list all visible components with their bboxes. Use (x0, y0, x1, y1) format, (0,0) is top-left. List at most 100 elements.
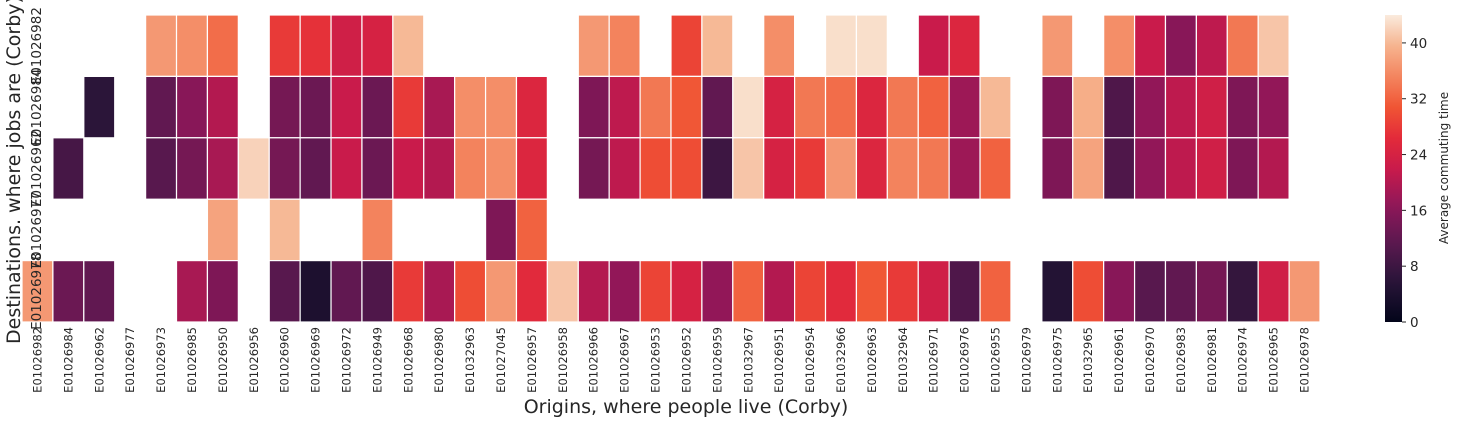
x-tick-label: E01026952 (679, 327, 693, 393)
heatmap-cell (330, 260, 363, 323)
heatmap-cell (52, 260, 85, 323)
heatmap-cell (577, 14, 610, 78)
heatmap-cell (948, 14, 981, 78)
heatmap-cell (948, 137, 981, 200)
heatmap-cell (1072, 137, 1105, 200)
heatmap-cell (206, 260, 239, 323)
x-tick-label: E01026951 (772, 327, 786, 393)
heatmap-cell (206, 137, 239, 200)
x-tick-label: E01026967 (618, 327, 632, 393)
heatmap-cell (948, 75, 981, 139)
x-tick-label: E01026969 (309, 327, 323, 393)
heatmap-cell (484, 198, 518, 262)
heatmap-cell (145, 75, 178, 139)
y-tick-label: E01026982 (29, 7, 45, 84)
heatmap-cell (917, 137, 950, 200)
heatmap-cell (361, 260, 394, 323)
heatmap-cell (361, 198, 394, 262)
heatmap-cell (886, 137, 919, 200)
heatmap-cell (392, 137, 425, 200)
heatmap-cell (701, 75, 734, 139)
heatmap-cell (1133, 14, 1167, 78)
heatmap-cell (608, 14, 641, 78)
heatmap-cell (268, 75, 301, 139)
colorbar-tick-label: 0 (1410, 315, 1419, 331)
colorbar-ticks: 0 8 16 24 32 40 (1402, 36, 1427, 331)
x-tick-label: E01026953 (649, 327, 663, 393)
heatmap-cell (1103, 75, 1136, 139)
heatmap-cell (299, 14, 332, 78)
x-tick-label: E01027045 (494, 327, 508, 393)
x-tick-label: E01026963 (865, 327, 879, 393)
x-tick-label: E01026961 (1112, 327, 1126, 393)
heatmap-cell (948, 260, 981, 323)
y-tick-label: E01026962 (29, 130, 45, 207)
heatmap-cell (794, 137, 827, 200)
x-tick-label: E01026972 (340, 327, 354, 393)
x-tick-label: E01026960 (278, 327, 292, 393)
heatmap-cell (732, 137, 765, 200)
heatmap-cell (979, 137, 1012, 200)
heatmap-cell (1103, 137, 1136, 200)
heatmap-cell (1133, 137, 1167, 200)
x-tick-label: E01026956 (247, 327, 261, 393)
heatmap-cell (886, 260, 919, 323)
heatmap-cell (1226, 14, 1259, 78)
heatmap-cell (979, 260, 1012, 323)
heatmap-cell (917, 75, 950, 139)
heatmap-cell (175, 260, 209, 323)
x-tick-label: E01026968 (401, 327, 415, 393)
heatmap-cell (515, 75, 548, 139)
colorbar-tick-label: 40 (1410, 36, 1427, 52)
y-axis-label: Destinations. where jobs are (Corby) (3, 0, 25, 344)
heatmap-cell (299, 75, 332, 139)
heatmap-cell (824, 260, 858, 323)
heatmap-cell (206, 75, 239, 139)
heatmap-cell (1041, 137, 1074, 200)
heatmap-cell (577, 137, 610, 200)
heatmap-cell (268, 137, 301, 200)
heatmap-cell (1041, 75, 1074, 139)
heatmap-cell (206, 14, 239, 78)
heatmap-cell (175, 14, 209, 78)
heatmap-cell (515, 260, 548, 323)
heatmap-cell (608, 260, 641, 323)
y-tick-label: E01026984 (29, 68, 45, 145)
heatmap-cell (330, 137, 363, 200)
heatmap-cell (392, 75, 425, 139)
heatmap-cell (1257, 14, 1290, 78)
heatmap-cell (763, 137, 796, 200)
colorbar-tick-label: 8 (1410, 259, 1419, 275)
heatmap-cell (454, 75, 487, 139)
x-tick-label: E01026957 (525, 327, 539, 393)
heatmap-cell (670, 14, 703, 78)
heatmap-cell (1195, 14, 1228, 78)
heatmap-cell (1226, 260, 1259, 323)
heatmap-cell (639, 75, 672, 139)
heatmap-cell (1195, 260, 1228, 323)
x-tick-label: E01026980 (432, 327, 446, 393)
heatmap-cell (732, 75, 765, 139)
heatmap-cell (1072, 75, 1105, 139)
heatmap-cell (824, 137, 858, 200)
heatmap-cell (639, 260, 672, 323)
heatmap-cell (21, 260, 54, 323)
heatmap-cell (206, 198, 239, 262)
heatmap-cell (454, 260, 487, 323)
x-tick-label: E01026973 (154, 327, 168, 393)
heatmap-cell (1041, 260, 1074, 323)
heatmap-cell (670, 75, 703, 139)
x-tick-label: E01026970 (1143, 327, 1157, 393)
heatmap-cell (268, 260, 301, 323)
heatmap-cell (268, 14, 301, 78)
x-tick-label: E01026959 (710, 327, 724, 393)
heatmap-cell (392, 14, 425, 78)
x-tick-label: E01026984 (61, 327, 75, 393)
heatmap-cell (1041, 14, 1074, 78)
heatmap-cell (855, 75, 888, 139)
heatmap-cell (484, 75, 518, 139)
colorbar-tick-label: 16 (1410, 203, 1427, 219)
heatmap-cell (855, 14, 888, 78)
heatmap-cell (1226, 137, 1259, 200)
heatmap-cell (1257, 75, 1290, 139)
